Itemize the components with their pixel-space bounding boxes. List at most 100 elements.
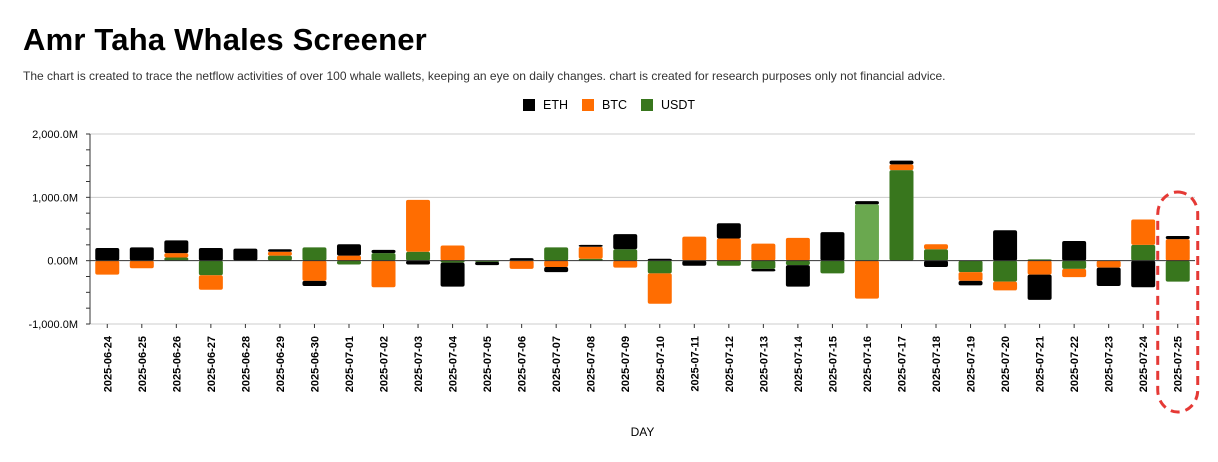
bar-btc-2025-07-19[interactable] bbox=[958, 272, 983, 281]
bar-eth-2025-07-01[interactable] bbox=[336, 244, 361, 256]
bar-usdt-2025-07-20[interactable] bbox=[993, 260, 1018, 282]
bar-eth-2025-06-29[interactable] bbox=[267, 249, 292, 252]
bar-usdt-2025-07-13[interactable] bbox=[751, 260, 776, 269]
bar-btc-2025-07-12[interactable] bbox=[716, 238, 741, 261]
bar-btc-2025-07-14[interactable] bbox=[785, 237, 810, 261]
bar-eth-2025-07-20[interactable] bbox=[993, 230, 1018, 261]
bar-btc-2025-06-25[interactable] bbox=[129, 260, 154, 269]
bar-eth-2025-07-13[interactable] bbox=[751, 268, 776, 272]
bar-btc-2025-07-06[interactable] bbox=[509, 260, 534, 269]
x-tick-label: 2025-07-06 bbox=[517, 336, 529, 392]
bar-eth-2025-07-15[interactable] bbox=[820, 232, 845, 261]
bar-eth-2025-07-19[interactable] bbox=[958, 280, 983, 286]
bar-eth-2025-07-11[interactable] bbox=[682, 260, 707, 266]
bar-usdt-2025-07-07[interactable] bbox=[544, 247, 569, 261]
x-tick-label: 2025-07-05 bbox=[482, 336, 494, 392]
bar-btc-2025-06-30[interactable] bbox=[302, 260, 327, 281]
bar-eth-2025-07-17[interactable] bbox=[889, 160, 914, 165]
bar-btc-2025-07-11[interactable] bbox=[682, 236, 707, 261]
bar-eth-2025-07-08[interactable] bbox=[578, 244, 603, 247]
bar-btc-2025-07-25[interactable] bbox=[1165, 239, 1190, 261]
bar-btc-2025-07-02[interactable] bbox=[371, 260, 396, 288]
bar-usdt-2025-07-01[interactable] bbox=[336, 260, 361, 265]
bar-btc-2025-07-16[interactable] bbox=[854, 260, 879, 299]
bar-usdt-2025-06-30[interactable] bbox=[302, 247, 327, 261]
bar-eth-2025-06-25[interactable] bbox=[129, 247, 154, 261]
bar-eth-2025-07-14[interactable] bbox=[785, 265, 810, 287]
bar-btc-2025-07-24[interactable] bbox=[1131, 219, 1156, 245]
bar-usdt-2025-07-19[interactable] bbox=[958, 260, 983, 273]
x-tick-label: 2025-06-27 bbox=[206, 336, 218, 392]
bar-usdt-2025-07-24[interactable] bbox=[1131, 244, 1156, 261]
x-tick-label: 2025-07-02 bbox=[379, 336, 391, 392]
bar-eth-2025-07-05[interactable] bbox=[475, 261, 500, 266]
legend-item-btc[interactable]: BTC bbox=[581, 98, 627, 112]
bar-usdt-2025-07-03[interactable] bbox=[406, 251, 431, 261]
bar-btc-2025-06-27[interactable] bbox=[198, 275, 223, 290]
bar-usdt-2025-07-09[interactable] bbox=[613, 249, 638, 261]
bar-btc-2025-07-17[interactable] bbox=[889, 164, 914, 171]
bar-eth-2025-07-03[interactable] bbox=[406, 260, 431, 265]
bar-usdt-2025-07-10[interactable] bbox=[647, 260, 672, 274]
x-tick-label: 2025-07-25 bbox=[1173, 336, 1185, 392]
bar-eth-2025-06-24[interactable] bbox=[95, 248, 120, 261]
bar-usdt-2025-07-25[interactable] bbox=[1165, 260, 1190, 282]
bar-btc-2025-07-08[interactable] bbox=[578, 246, 603, 259]
bar-eth-2025-07-23[interactable] bbox=[1096, 267, 1121, 286]
bar-eth-2025-07-04[interactable] bbox=[440, 262, 465, 287]
bar-eth-2025-07-02[interactable] bbox=[371, 249, 396, 254]
x-tick-label: 2025-07-22 bbox=[1069, 336, 1081, 392]
bar-eth-2025-06-28[interactable] bbox=[233, 248, 258, 261]
bar-eth-2025-07-24[interactable] bbox=[1131, 260, 1156, 288]
bar-btc-2025-06-24[interactable] bbox=[95, 260, 120, 275]
bar-usdt-2025-06-29[interactable] bbox=[267, 255, 292, 261]
bar-btc-2025-07-21[interactable] bbox=[1027, 260, 1052, 275]
bar-btc-2025-07-03[interactable] bbox=[406, 199, 431, 252]
bar-btc-2025-07-07[interactable] bbox=[544, 260, 569, 267]
bar-btc-2025-07-04[interactable] bbox=[440, 245, 465, 261]
bar-usdt-2025-07-12[interactable] bbox=[716, 260, 741, 266]
bar-eth-2025-06-27[interactable] bbox=[198, 248, 223, 261]
bar-btc-2025-07-09[interactable] bbox=[613, 260, 638, 268]
bar-btc-2025-07-01[interactable] bbox=[336, 255, 361, 261]
bar-eth-2025-07-06[interactable] bbox=[509, 258, 534, 261]
bar-btc-2025-07-23[interactable] bbox=[1096, 260, 1121, 268]
bar-usdt-2025-07-14[interactable] bbox=[785, 260, 810, 266]
bar-eth-2025-07-25[interactable] bbox=[1165, 235, 1190, 240]
bar-usdt-2025-06-27[interactable] bbox=[198, 260, 223, 276]
bar-eth-2025-07-21[interactable] bbox=[1027, 274, 1052, 300]
bar-eth-2025-06-30[interactable] bbox=[302, 280, 327, 286]
bar-usdt-2025-07-17[interactable] bbox=[889, 170, 914, 261]
x-tick-label: 2025-07-16 bbox=[862, 336, 874, 392]
bar-eth-2025-07-07[interactable] bbox=[544, 267, 569, 273]
bar-eth-2025-06-26[interactable] bbox=[164, 240, 189, 254]
legend-item-usdt[interactable]: USDT bbox=[640, 98, 696, 112]
bar-usdt-2025-07-18[interactable] bbox=[924, 249, 949, 261]
legend-swatch-usdt bbox=[640, 99, 653, 111]
bar-eth-2025-07-16[interactable] bbox=[854, 201, 879, 205]
bar-usdt-2025-07-15[interactable] bbox=[820, 260, 845, 274]
x-tick-label: 2025-07-20 bbox=[1000, 336, 1012, 392]
x-tick-label: 2025-07-10 bbox=[655, 336, 667, 392]
bar-usdt-2025-07-02[interactable] bbox=[371, 253, 396, 261]
bar-btc-2025-06-29[interactable] bbox=[267, 251, 292, 256]
legend-label-usdt: USDT bbox=[660, 98, 696, 112]
bar-btc-2025-07-13[interactable] bbox=[751, 243, 776, 261]
bar-eth-2025-07-09[interactable] bbox=[613, 234, 638, 250]
bar-usdt-2025-06-26[interactable] bbox=[164, 257, 189, 261]
x-tick-label: 2025-07-08 bbox=[586, 336, 598, 392]
bar-usdt-2025-07-16[interactable] bbox=[854, 204, 879, 261]
x-axis-title: DAY bbox=[631, 425, 655, 439]
bar-eth-2025-07-12[interactable] bbox=[716, 223, 741, 239]
bar-btc-2025-07-20[interactable] bbox=[993, 281, 1018, 291]
bar-btc-2025-07-22[interactable] bbox=[1062, 268, 1087, 278]
y-tick-label: 2,000.0M bbox=[32, 129, 78, 141]
legend-item-eth[interactable]: ETH bbox=[522, 98, 568, 112]
chart-subtitle: The chart is created to trace the netflo… bbox=[23, 69, 946, 83]
bar-btc-2025-07-10[interactable] bbox=[647, 273, 672, 304]
bar-usdt-2025-07-22[interactable] bbox=[1062, 260, 1087, 269]
bar-eth-2025-07-22[interactable] bbox=[1062, 241, 1087, 261]
bar-btc-2025-06-26[interactable] bbox=[164, 253, 189, 258]
bar-eth-2025-07-18[interactable] bbox=[924, 260, 949, 267]
bar-btc-2025-07-18[interactable] bbox=[924, 244, 949, 250]
